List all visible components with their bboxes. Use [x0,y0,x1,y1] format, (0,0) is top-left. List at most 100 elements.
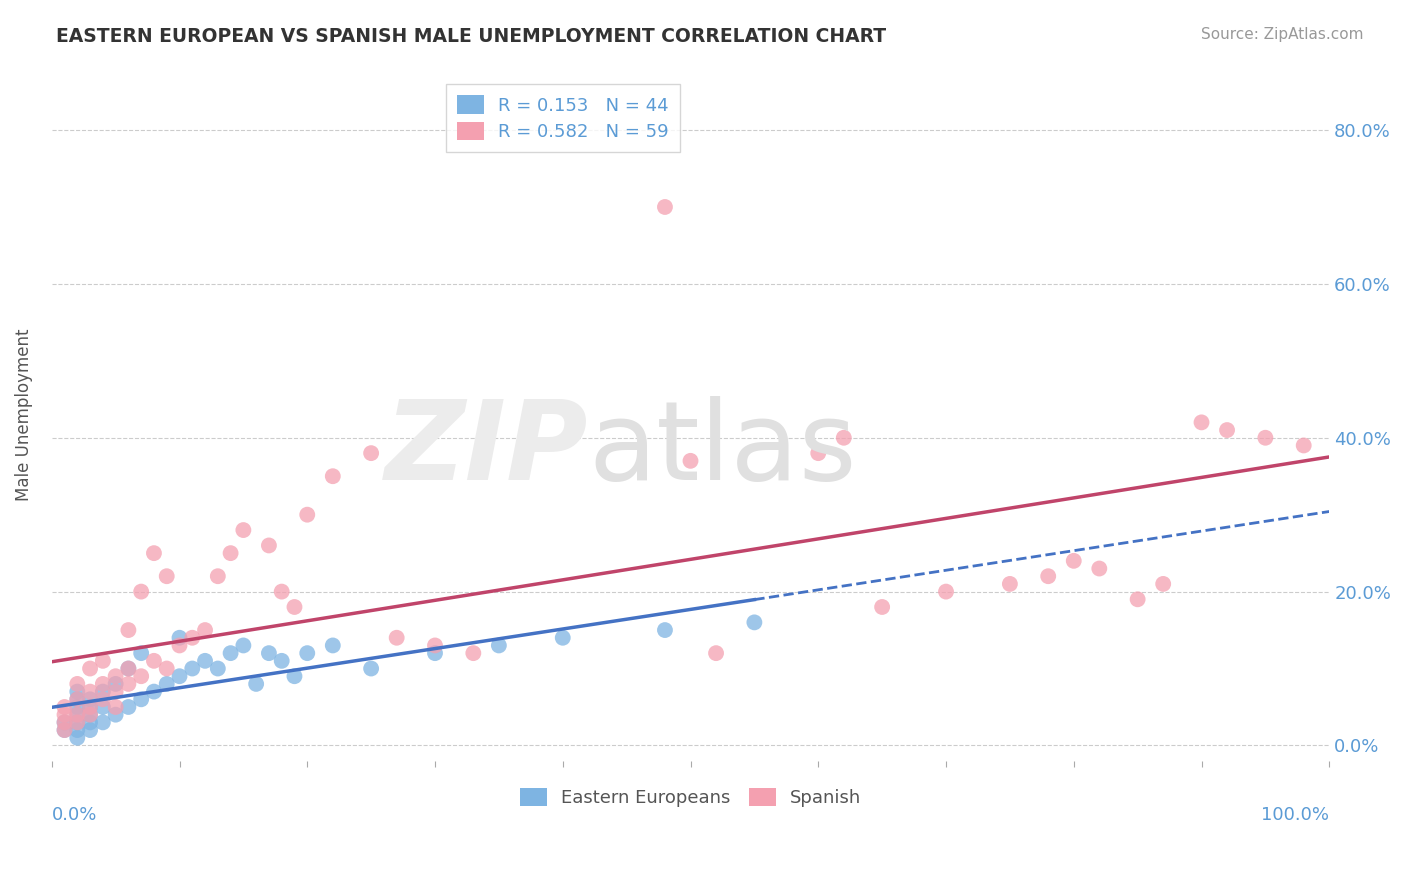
Point [1191,416,1213,430]
Text: 0.0%: 0.0% [52,805,97,824]
Point [156,661,179,675]
Point [654,200,676,214]
Point [142,654,165,668]
Point [297,646,319,660]
Point [654,623,676,637]
Legend: Eastern Europeans, Spanish: Eastern Europeans, Spanish [512,780,869,814]
Point [66,692,89,706]
Point [91,692,114,706]
Point [1088,561,1111,575]
Point [998,577,1021,591]
Point [257,646,280,660]
Point [117,661,139,675]
Text: atlas: atlas [588,396,856,503]
Point [207,569,229,583]
Point [423,639,446,653]
Text: Source: ZipAtlas.com: Source: ZipAtlas.com [1201,27,1364,42]
Point [181,661,204,675]
Point [257,538,280,552]
Point [79,661,101,675]
Point [66,715,89,730]
Point [142,684,165,698]
Point [270,584,292,599]
Point [53,723,76,737]
Point [104,707,127,722]
Point [91,677,114,691]
Point [79,700,101,714]
Point [79,692,101,706]
Point [79,723,101,737]
Point [1063,554,1085,568]
Point [53,700,76,714]
Point [232,523,254,537]
Point [169,669,191,683]
Point [463,646,485,660]
Point [104,684,127,698]
Point [1038,569,1060,583]
Point [66,684,89,698]
Point [169,631,191,645]
Point [91,654,114,668]
Point [53,715,76,730]
Point [1292,438,1315,452]
Point [283,599,305,614]
Point [91,684,114,698]
Point [423,646,446,660]
Point [79,715,101,730]
Point [322,639,344,653]
Point [832,431,855,445]
Y-axis label: Male Unemployment: Male Unemployment [15,328,32,501]
Point [360,661,382,675]
Point [79,684,101,698]
Point [117,700,139,714]
Point [297,508,319,522]
Point [91,700,114,714]
Point [156,677,179,691]
Point [870,599,893,614]
Point [53,715,76,730]
Text: 100.0%: 100.0% [1261,805,1329,824]
Point [935,584,957,599]
Point [66,707,89,722]
Point [129,692,152,706]
Point [66,700,89,714]
Point [283,669,305,683]
Point [104,700,127,714]
Point [219,546,242,560]
Point [66,677,89,691]
Point [66,692,89,706]
Point [104,669,127,683]
Point [704,646,727,660]
Point [117,623,139,637]
Point [129,584,152,599]
Point [156,569,179,583]
Point [194,654,217,668]
Point [744,615,766,630]
Point [1152,577,1174,591]
Point [66,723,89,737]
Point [385,631,408,645]
Point [679,454,702,468]
Point [66,715,89,730]
Point [169,639,191,653]
Point [807,446,830,460]
Point [322,469,344,483]
Point [245,677,267,691]
Point [1254,431,1277,445]
Point [142,546,165,560]
Point [79,707,101,722]
Point [104,677,127,691]
Point [232,639,254,653]
Point [551,631,574,645]
Point [53,723,76,737]
Point [53,707,76,722]
Point [129,669,152,683]
Point [79,707,101,722]
Point [79,700,101,714]
Point [66,731,89,745]
Text: ZIP: ZIP [385,396,588,503]
Point [91,715,114,730]
Point [488,639,510,653]
Point [207,661,229,675]
Point [181,631,204,645]
